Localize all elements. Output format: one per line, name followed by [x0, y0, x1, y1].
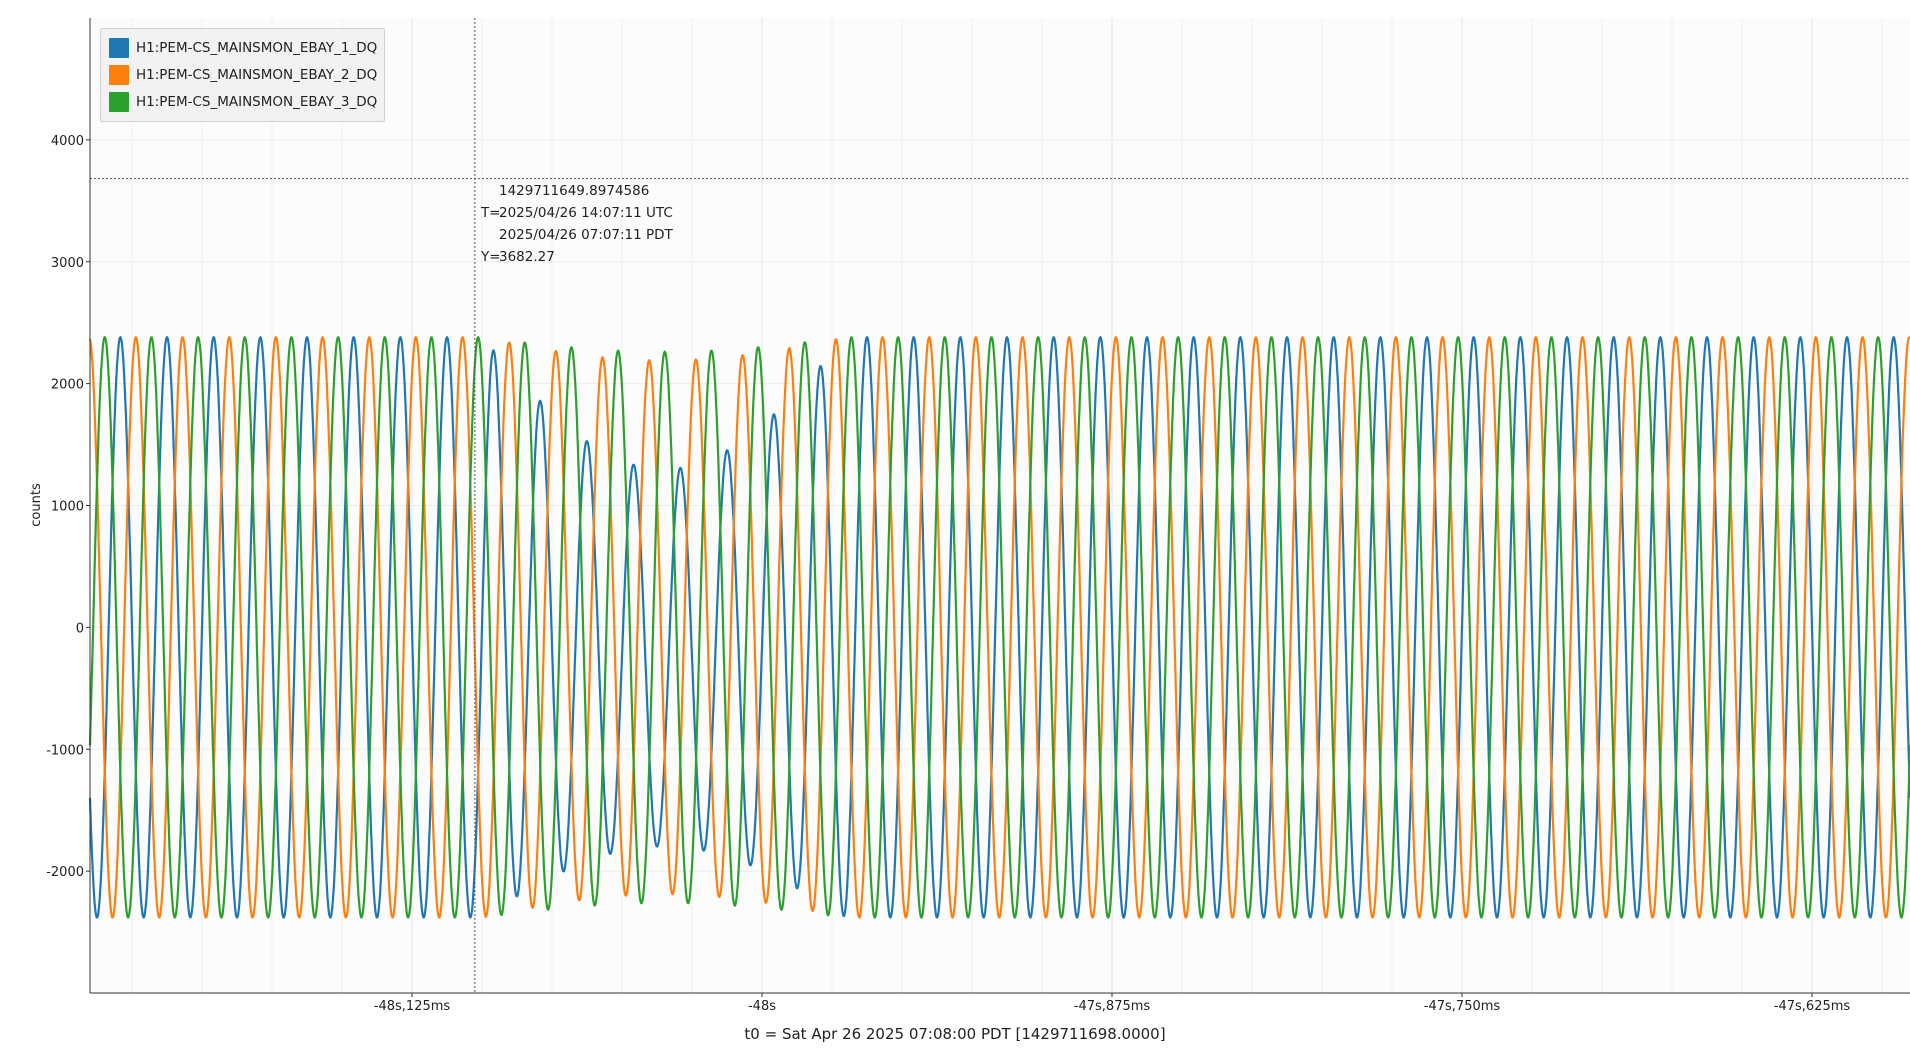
- series-line-1: [88, 335, 1910, 919]
- y-tick-label: 1000: [51, 500, 84, 515]
- y-tick-label: 3000: [51, 256, 84, 271]
- legend-item-1[interactable]: H1:PEM-CS_MAINSMON_EBAY_1_DQ: [109, 37, 377, 59]
- cursor-utc-time: 2025/04/26 14:07:11 UTC: [499, 205, 673, 221]
- y-tick-label: 2000: [51, 378, 84, 393]
- tick-labels: -2000 -1000 0 1000 2000 3000 4000 -48s,125ms -48…: [46, 134, 1850, 1014]
- x-tick-label: -47s,875ms: [1074, 999, 1151, 1014]
- series-line-3: [88, 335, 1910, 919]
- x-tick-label: -47s,750ms: [1424, 999, 1501, 1014]
- legend-swatch-2: [109, 65, 129, 85]
- y-tick-label: 4000: [51, 134, 84, 149]
- legend-item-2[interactable]: H1:PEM-CS_MAINSMON_EBAY_2_DQ: [109, 64, 377, 86]
- cursor-readout: 1429711649.8974586 T= 2025/04/26 14:07:11…: [481, 180, 673, 268]
- y-tick-label: 0: [76, 621, 84, 636]
- x-axis-label: t0 = Sat Apr 26 2025 07:08:00 PDT [14297…: [744, 1025, 1166, 1043]
- legend-item-3[interactable]: H1:PEM-CS_MAINSMON_EBAY_3_DQ: [109, 91, 377, 113]
- legend-label-1: H1:PEM-CS_MAINSMON_EBAY_1_DQ: [136, 40, 378, 56]
- legend-label-2: H1:PEM-CS_MAINSMON_EBAY_2_DQ: [136, 67, 378, 83]
- cursor-y-value: 3682.27: [499, 249, 555, 265]
- cursor-y-prefix: Y=: [481, 249, 501, 265]
- x-tick-label: -48s,125ms: [374, 999, 451, 1014]
- legend-swatch-3: [109, 92, 129, 112]
- legend: H1:PEM-CS_MAINSMON_EBAY_1_DQ H1:PEM-CS_M…: [100, 28, 385, 122]
- cursor-crosshair: [90, 18, 1910, 993]
- x-tick-label: -47s,625ms: [1774, 999, 1851, 1014]
- x-tick-label: -48s: [748, 999, 776, 1014]
- cursor-t-prefix: T=: [481, 205, 501, 221]
- series-line-2: [88, 335, 1910, 919]
- y-axis-label: counts: [29, 483, 44, 527]
- y-tick-label: -2000: [46, 865, 84, 880]
- series-lines: [88, 335, 1910, 919]
- legend-label-3: H1:PEM-CS_MAINSMON_EBAY_3_DQ: [136, 94, 378, 110]
- cursor-gps-time: 1429711649.8974586: [499, 183, 650, 199]
- cursor-local-time: 2025/04/26 07:07:11 PDT: [499, 227, 673, 243]
- legend-swatch-1: [109, 38, 129, 58]
- y-tick-label: -1000: [46, 743, 84, 758]
